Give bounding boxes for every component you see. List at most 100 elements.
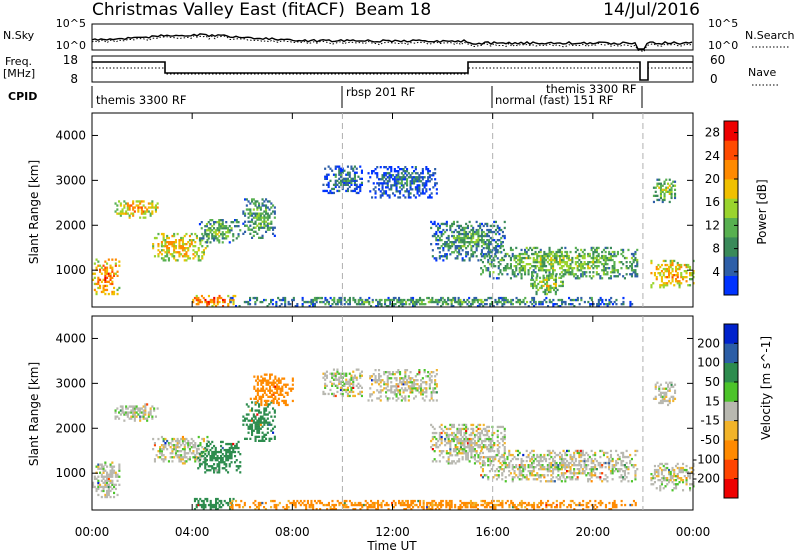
power-cell <box>435 239 438 242</box>
power-cell <box>169 243 172 246</box>
power-cell <box>153 255 156 258</box>
velocity-cell <box>265 379 268 382</box>
power-cell <box>650 284 653 287</box>
power-cell <box>416 188 419 191</box>
power-cell <box>553 282 556 286</box>
power-cell <box>539 250 542 254</box>
velocity-cell <box>634 476 637 479</box>
power-cell <box>198 239 201 242</box>
velocity-cell <box>622 453 625 457</box>
power-cell <box>571 303 574 306</box>
power-cell <box>606 271 609 274</box>
power-cell <box>475 298 478 302</box>
power-cell <box>520 256 523 260</box>
velocity-cell <box>284 401 287 405</box>
velocity-cell <box>135 407 138 410</box>
power-cell <box>221 235 224 238</box>
velocity-cell <box>608 459 611 463</box>
power-cell <box>178 241 181 244</box>
power-cell <box>527 248 530 252</box>
power-cell <box>258 202 261 205</box>
power-cell <box>99 268 102 271</box>
power-cell <box>398 298 401 302</box>
velocity-cell <box>518 464 521 467</box>
velocity-cell <box>220 459 223 462</box>
power-region <box>650 259 695 289</box>
power-cell <box>399 300 402 304</box>
velocity-cell <box>262 379 265 382</box>
velocity-cell <box>336 384 339 387</box>
power-cell <box>573 298 576 302</box>
power-cell <box>552 298 555 302</box>
velocity-cell <box>488 449 491 453</box>
power-cell <box>350 177 353 180</box>
power-cell <box>606 267 609 270</box>
power-cell <box>225 237 228 240</box>
power-cell <box>402 176 405 179</box>
power-cell <box>508 267 511 270</box>
power-cell <box>431 222 434 226</box>
power-cell <box>518 252 521 256</box>
power-cell <box>683 276 686 279</box>
velocity-cell <box>440 427 443 431</box>
velocity-cell <box>585 466 588 469</box>
power-cell <box>580 296 583 300</box>
velocity-cell <box>440 450 443 453</box>
velocity-cell <box>360 386 363 389</box>
power-cell <box>388 174 391 177</box>
power-cell <box>466 303 469 306</box>
velocity-cell <box>332 378 335 381</box>
velocity-cell <box>432 399 435 402</box>
power-cell <box>545 300 548 304</box>
power-cell <box>220 223 223 226</box>
velocity-cell <box>493 450 496 453</box>
velocity-cell <box>107 485 110 489</box>
power-cell <box>472 234 475 238</box>
velocity-cell <box>242 419 245 422</box>
power-cell <box>510 303 513 306</box>
velocity-cell <box>490 459 493 463</box>
velocity-cell <box>183 462 186 465</box>
velocity-cell <box>247 413 250 416</box>
power-cell <box>486 232 489 236</box>
power-cell <box>659 284 662 287</box>
power-cell <box>301 303 304 306</box>
velocity-cell <box>545 457 548 461</box>
velocity-cell <box>201 452 204 455</box>
velocity-cell <box>625 466 628 469</box>
power-cell <box>109 274 112 277</box>
velocity-cell <box>616 457 619 461</box>
power-cell <box>107 272 110 275</box>
power-cell <box>379 190 382 193</box>
velocity-cell <box>195 497 198 501</box>
velocity-cell <box>461 435 464 439</box>
velocity-cell <box>587 457 590 461</box>
power-cell <box>687 263 690 267</box>
power-cell <box>296 305 299 308</box>
velocity-cell <box>99 471 102 474</box>
velocity-cell <box>539 464 542 467</box>
velocity-cell <box>525 459 528 463</box>
power-cell <box>251 212 254 215</box>
velocity-cell <box>559 478 562 481</box>
power-cell <box>588 261 591 264</box>
velocity-cell <box>97 475 100 478</box>
power-cell <box>622 263 625 266</box>
power-cell <box>518 271 521 274</box>
power-cell <box>425 184 428 187</box>
velocity-cell <box>567 449 570 453</box>
velocity-cell <box>488 470 491 473</box>
power-cell <box>674 184 677 187</box>
power-cell <box>213 300 216 304</box>
velocity-cell <box>206 499 209 503</box>
velocity-cell <box>181 439 184 443</box>
velocity-cell <box>350 374 353 377</box>
velocity-cell <box>477 460 480 463</box>
power-cell <box>345 181 348 184</box>
velocity-cell <box>480 474 483 477</box>
velocity-cell <box>388 371 391 374</box>
nave-label: Nave <box>748 66 776 79</box>
power-cell <box>432 186 435 189</box>
power-cell <box>371 300 374 304</box>
power-cell <box>501 258 504 262</box>
